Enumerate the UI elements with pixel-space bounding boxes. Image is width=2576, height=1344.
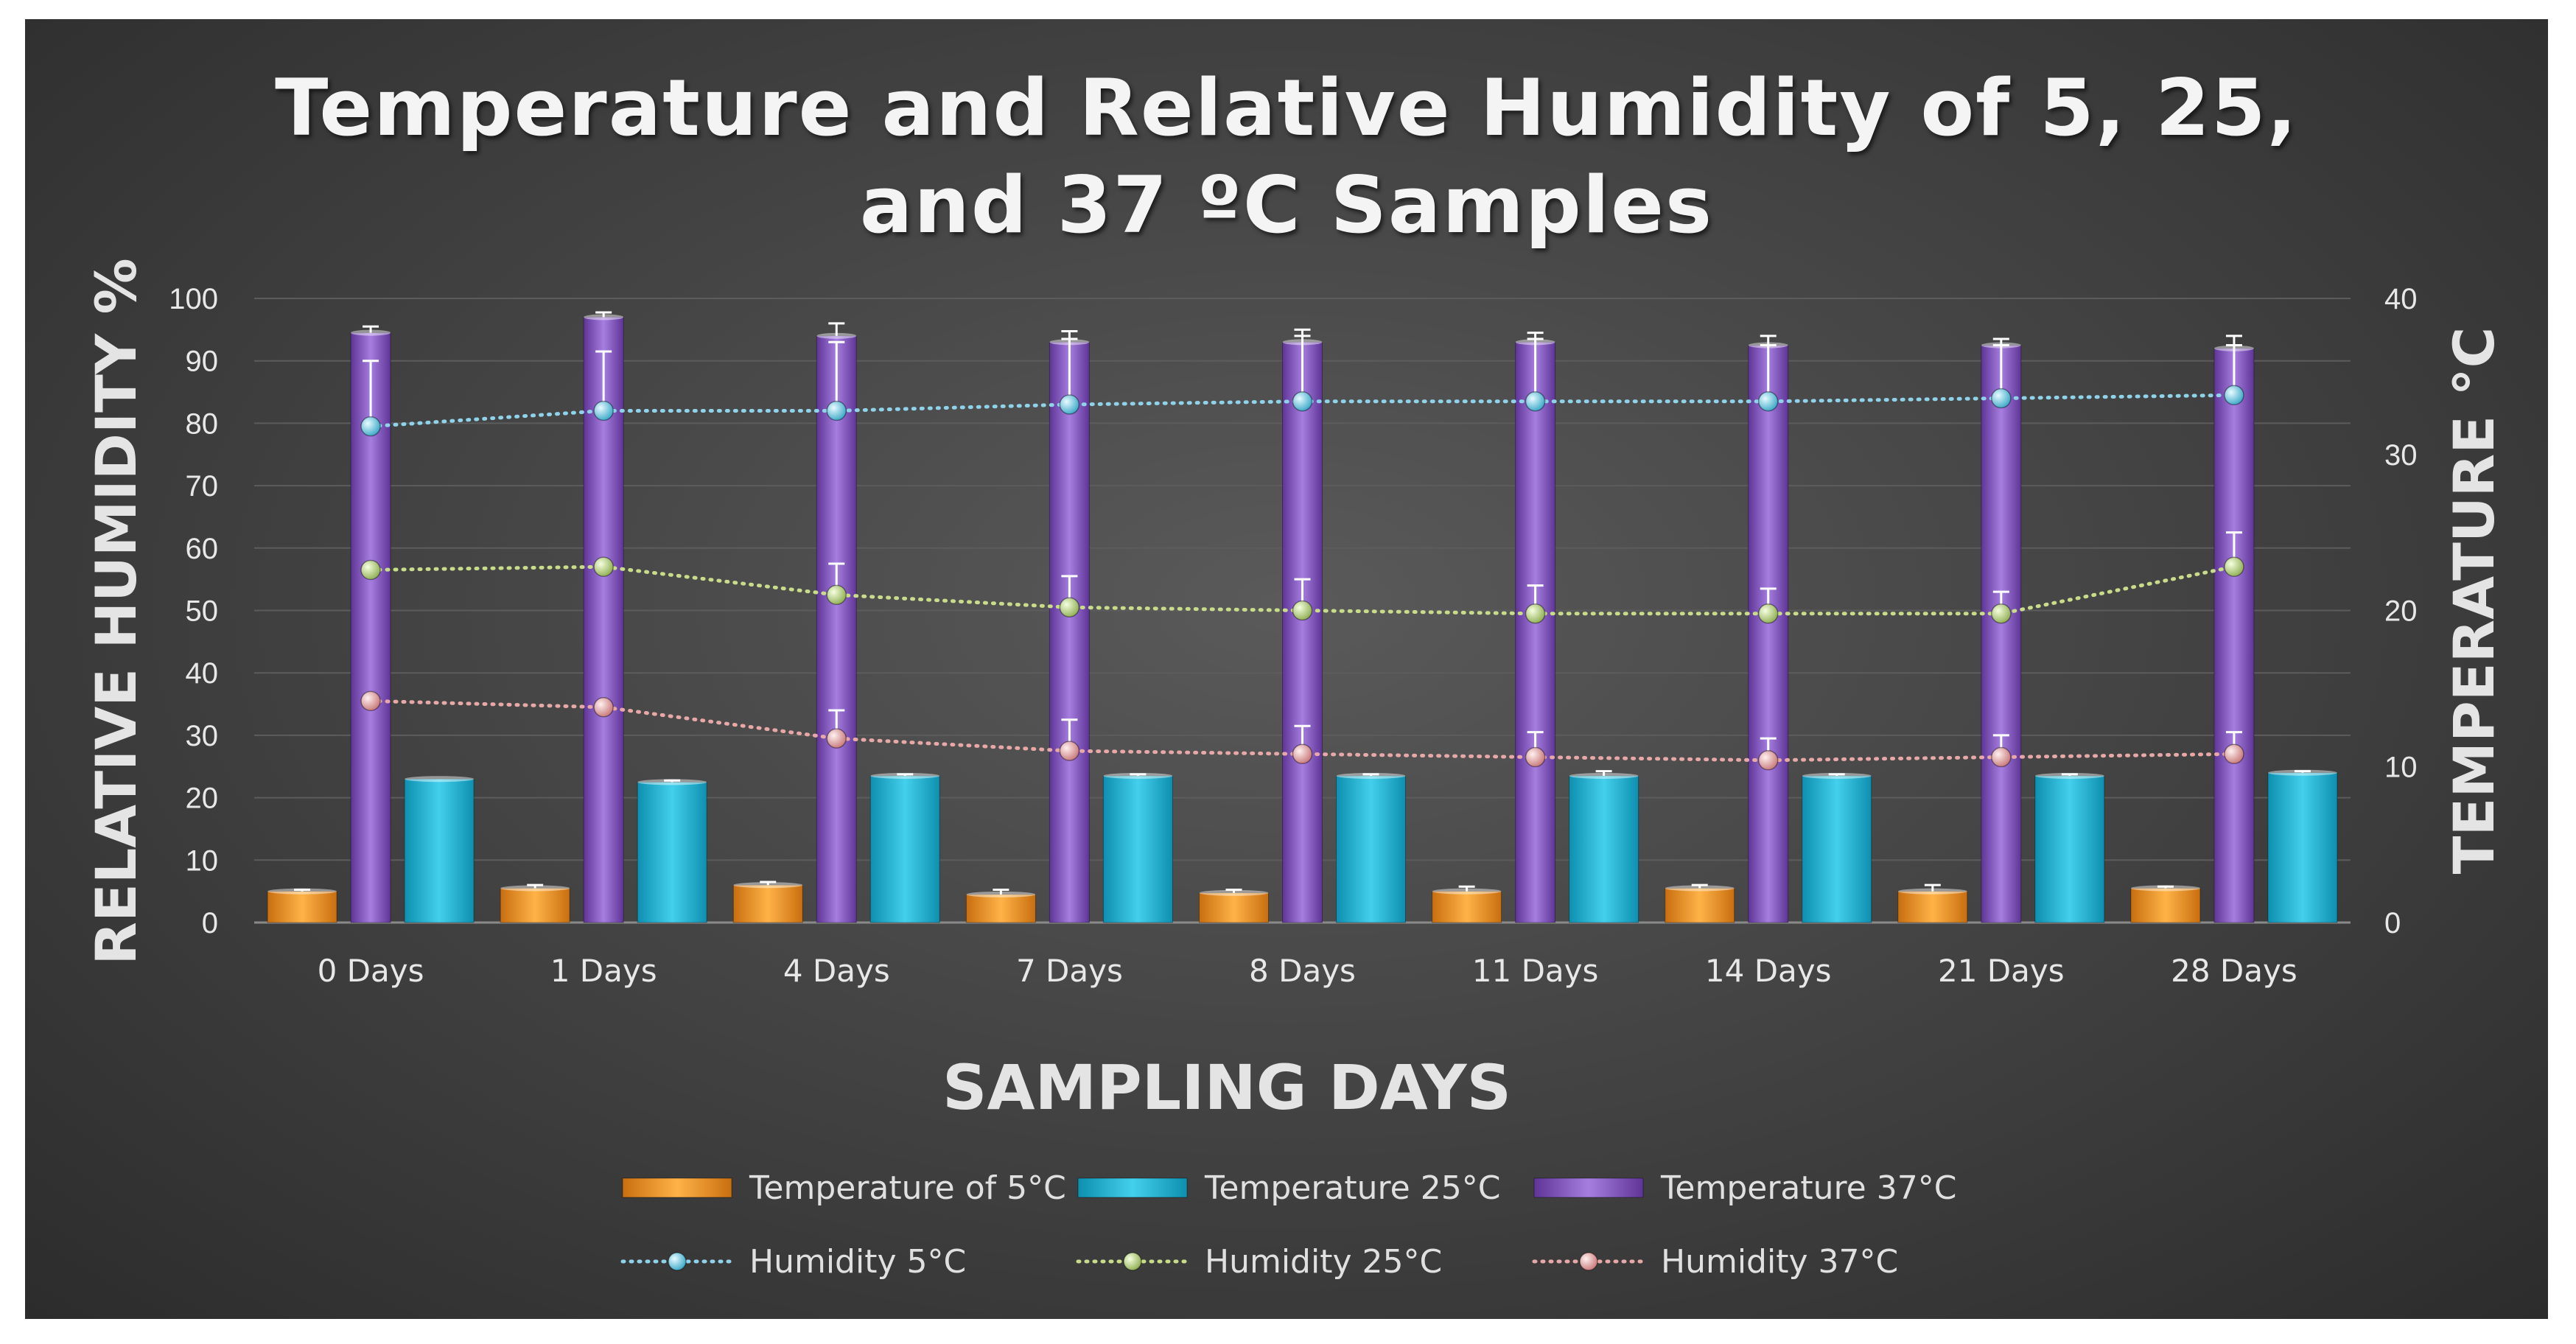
bar [404, 778, 475, 923]
bar [2213, 348, 2255, 923]
x-tick-label: 8 Days [1249, 953, 1356, 989]
bar [267, 891, 337, 923]
y-right-tick-label: 40 [2384, 283, 2418, 315]
chart-frame: Temperature and Relative Humidity of 5, … [25, 19, 2548, 1319]
legend-label: Humidity 25°C [1205, 1243, 1442, 1281]
chart-title-line-2: and 37 ºC Samples [859, 160, 1714, 251]
y-left-tick-label: 20 [186, 783, 219, 815]
data-point [1525, 746, 1546, 768]
bar [1665, 887, 1735, 923]
y-right-tick-label: 10 [2384, 751, 2418, 783]
y-left-tick-label: 80 [186, 407, 219, 440]
x-tick-label: 7 Days [1016, 953, 1123, 989]
data-point [360, 416, 381, 437]
legend-swatch [622, 1177, 732, 1198]
bar [1802, 775, 1872, 923]
data-point [826, 728, 847, 749]
legend-swatch-marker [668, 1252, 687, 1271]
y-right-tick-label: 20 [2384, 595, 2418, 628]
data-point [1757, 750, 1779, 771]
data-point [1525, 391, 1546, 412]
bar [1336, 775, 1406, 923]
bar [1569, 775, 1639, 923]
bar [1282, 341, 1323, 923]
y-left-tick-label: 10 [186, 844, 219, 877]
data-point [593, 400, 614, 421]
legend-label: Temperature 25°C [1204, 1169, 1500, 1207]
bar [2034, 775, 2105, 923]
bar [1748, 345, 1789, 923]
x-tick-label: 1 Days [550, 953, 657, 989]
legend-swatch-marker [1579, 1252, 1598, 1271]
y-left-axis-title: RELATIVE HUMIDITY % [83, 258, 149, 965]
bar [637, 781, 707, 923]
legend-label: Temperature 37°C [1660, 1169, 1956, 1207]
bar [1199, 892, 1269, 923]
bar [816, 335, 857, 923]
legend-label: Temperature of 5°C [749, 1169, 1066, 1207]
bar [1515, 341, 1556, 923]
bar [869, 775, 940, 923]
y-left-tick-label: 50 [186, 595, 219, 628]
x-tick-label: 28 Days [2171, 953, 2297, 989]
y-left-tick-label: 40 [186, 657, 219, 690]
data-point [1525, 603, 1546, 624]
bar-top-highlight [405, 776, 475, 783]
y-left-tick-label: 30 [186, 720, 219, 752]
bar [1432, 891, 1502, 923]
x-tick-label: 11 Days [1472, 953, 1599, 989]
data-point [1991, 603, 2012, 624]
data-point [826, 400, 847, 421]
legend-swatch [1077, 1177, 1188, 1198]
legend-label: Humidity 5°C [749, 1243, 966, 1281]
bar [965, 894, 1036, 923]
data-point [2224, 556, 2244, 577]
data-point [1757, 603, 1779, 624]
y-right-axis-title: TEMPERATURE °C [2441, 327, 2507, 875]
data-point [593, 697, 614, 718]
legend-swatch-marker [1123, 1252, 1142, 1271]
bar [1102, 775, 1173, 923]
data-point [826, 584, 847, 606]
chart-title-line-1: Temperature and Relative Humidity of 5, … [275, 63, 2298, 153]
x-tick-label: 14 Days [1705, 953, 1832, 989]
data-point [1292, 600, 1313, 621]
x-axis-title: SAMPLING DAYS [942, 1051, 1511, 1124]
y-right-tick-label: 0 [2384, 907, 2401, 939]
data-point [593, 556, 614, 577]
data-point [1757, 391, 1779, 412]
data-point [1991, 388, 2012, 409]
bar [1049, 341, 1090, 923]
y-left-tick-label: 70 [186, 470, 219, 503]
legend-label: Humidity 37°C [1661, 1243, 1898, 1281]
data-point [1991, 746, 2012, 768]
data-point [360, 690, 381, 712]
bar [732, 884, 803, 923]
bar [2267, 772, 2338, 923]
bar [500, 887, 570, 923]
data-point [1292, 391, 1313, 412]
y-left-tick-label: 0 [202, 907, 218, 939]
chart-title: Temperature and Relative Humidity of 5, … [25, 60, 2548, 254]
data-point [1292, 743, 1313, 765]
legend-swatch [1533, 1177, 1644, 1198]
x-tick-label: 0 Days [318, 953, 424, 989]
bar [1981, 345, 2022, 923]
bar [2130, 887, 2201, 923]
data-point [1059, 597, 1080, 618]
data-point [1059, 394, 1080, 415]
y-left-tick-label: 100 [169, 283, 218, 315]
x-tick-label: 21 Days [1938, 953, 2065, 989]
data-point [360, 559, 381, 581]
x-tick-label: 4 Days [783, 953, 890, 989]
data-point [2224, 743, 2244, 765]
data-point [2224, 385, 2244, 406]
y-right-tick-label: 30 [2384, 439, 2418, 472]
y-left-tick-label: 90 [186, 346, 219, 378]
data-point [1059, 741, 1080, 761]
y-left-tick-label: 60 [186, 533, 219, 565]
bar [1897, 891, 1968, 923]
